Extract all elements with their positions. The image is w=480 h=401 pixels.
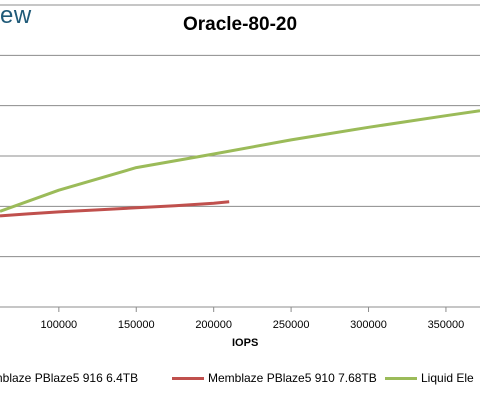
series-lines — [0, 109, 480, 218]
legend-label-series-1: emblaze PBlaze5 916 6.4TB — [0, 371, 139, 385]
series-line-2 — [0, 200, 230, 218]
logo-text: ew — [0, 2, 32, 29]
legend-label-series-2: Memblaze PBlaze5 910 7.68TB — [208, 371, 377, 385]
series-line-3 — [0, 109, 480, 213]
x-tick-labels: 100000 150000 200000 250000 300000 350000 — [40, 307, 464, 331]
x-axis-label: IOPS — [232, 337, 259, 349]
legend-swatch-series-3 — [385, 377, 417, 381]
legend-item-series-1: emblaze PBlaze5 916 6.4TB — [0, 371, 138, 385]
gridlines — [0, 4, 480, 308]
x-tick-label: 350000 — [428, 319, 465, 331]
x-tick-label: 250000 — [273, 319, 310, 331]
legend-swatch-series-2 — [172, 377, 204, 381]
legend: emblaze PBlaze5 916 6.4TB Memblaze PBlaz… — [0, 371, 480, 389]
x-tick-label: 300000 — [350, 319, 387, 331]
x-tick-label: 100000 — [40, 319, 77, 331]
legend-item-series-3: Liquid Ele — [385, 371, 474, 385]
legend-item-series-2: Memblaze PBlaze5 910 7.68TB — [172, 371, 377, 385]
x-tick-label: 150000 — [118, 319, 155, 331]
chart-title: Oracle-80-20 — [182, 14, 298, 35]
legend-label-series-3: Liquid Ele — [421, 371, 474, 385]
x-tick-label: 200000 — [195, 319, 232, 331]
